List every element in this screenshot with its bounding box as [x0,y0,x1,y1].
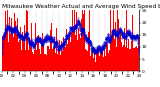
Text: Milwaukee Weather Actual and Average Wind Speed by Minute mph (Last 24 Hours): Milwaukee Weather Actual and Average Win… [2,4,160,9]
